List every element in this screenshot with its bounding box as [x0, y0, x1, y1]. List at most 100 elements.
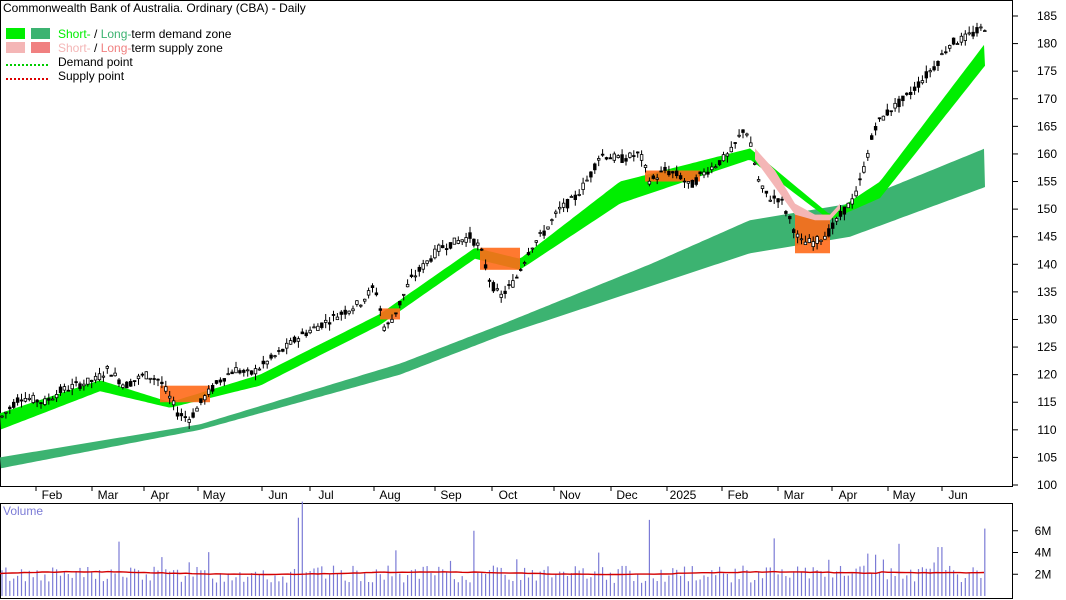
candle-body — [827, 228, 831, 237]
candle — [117, 378, 121, 388]
candle — [663, 162, 667, 174]
candle-body — [405, 283, 410, 288]
candle-body — [916, 81, 921, 88]
candle — [862, 161, 866, 174]
candle-body — [526, 252, 531, 255]
candle — [569, 194, 574, 198]
y-tick-label: 130 — [1037, 312, 1057, 326]
candle-body — [979, 26, 983, 29]
candle — [347, 310, 351, 316]
candle-body — [733, 142, 737, 144]
candle-body — [101, 375, 106, 378]
candle — [760, 185, 765, 193]
candle — [78, 381, 82, 391]
candle-body — [686, 181, 691, 184]
candle — [62, 383, 67, 394]
candle — [156, 378, 160, 387]
candle-body — [811, 241, 815, 247]
candle-body — [663, 166, 667, 171]
candle — [604, 156, 609, 161]
candle-body — [265, 360, 269, 365]
legend-swatch-long — [31, 28, 50, 39]
candle — [11, 398, 16, 409]
candle-body — [795, 233, 800, 238]
legend-label: Short- / Long-term supply zone — [58, 41, 223, 55]
candle-body — [756, 179, 761, 182]
candle — [530, 247, 535, 253]
candle-body — [331, 314, 336, 316]
candle-body — [109, 374, 113, 377]
candle-body — [273, 355, 277, 358]
candle-body — [327, 322, 332, 325]
candle-body — [300, 331, 304, 335]
x-tick-label: Jun — [948, 488, 967, 502]
candle — [218, 377, 223, 386]
candle-body — [214, 380, 219, 384]
candle-body — [983, 30, 987, 32]
candle — [171, 396, 176, 411]
candle-body — [31, 394, 35, 403]
candle — [639, 150, 644, 167]
candle — [195, 406, 199, 412]
candle-body — [97, 373, 102, 381]
candle — [901, 95, 905, 107]
candle — [164, 380, 168, 394]
candle — [795, 230, 800, 244]
candle — [600, 149, 605, 157]
candle — [320, 322, 324, 330]
candle — [4, 411, 8, 419]
candle — [854, 186, 858, 198]
candle-body — [866, 153, 870, 158]
candle-body — [542, 230, 546, 236]
candle — [128, 378, 133, 387]
candle-body — [175, 412, 180, 417]
candle — [647, 177, 652, 187]
candle-body — [105, 366, 109, 369]
candle-body — [296, 338, 301, 342]
candle-body — [690, 179, 694, 188]
candle — [788, 215, 792, 224]
candle-body — [15, 397, 20, 403]
candle-body — [721, 154, 726, 162]
candle-body — [281, 348, 285, 352]
candle — [487, 278, 492, 288]
x-tick-label: May — [893, 488, 916, 502]
candle — [858, 172, 862, 186]
x-tick-label: 2025 — [670, 488, 697, 502]
y-tick-label: 100 — [1037, 478, 1057, 492]
candle-body — [585, 179, 589, 182]
candle-body — [128, 381, 133, 387]
candle — [140, 372, 145, 378]
candle-body — [210, 385, 215, 392]
candle — [753, 161, 757, 166]
candle — [706, 167, 710, 178]
candle-body — [78, 383, 82, 389]
candle-body — [967, 32, 971, 35]
y-tick-label: 135 — [1037, 285, 1057, 299]
candle-body — [125, 381, 129, 389]
candle-body — [550, 219, 554, 222]
candle — [725, 152, 730, 163]
candle — [495, 283, 499, 292]
candle-body — [179, 413, 184, 417]
legend-swatch-long — [31, 42, 50, 53]
candle-body — [476, 242, 480, 246]
candle-body — [612, 153, 616, 161]
candle-body — [199, 398, 203, 404]
candle-body — [729, 146, 733, 153]
candle — [382, 324, 386, 332]
candle-body — [604, 157, 609, 160]
candle — [339, 310, 343, 321]
candle — [425, 260, 429, 267]
candle — [464, 232, 468, 247]
candle-body — [636, 151, 640, 154]
candle-body — [0, 415, 4, 418]
candle-body — [881, 115, 886, 121]
candle — [405, 279, 410, 288]
candle — [682, 177, 687, 189]
candle-body — [113, 372, 117, 377]
candle-body — [951, 37, 956, 45]
candle-body — [378, 308, 382, 311]
candle-body — [963, 33, 967, 41]
candle — [928, 68, 932, 78]
